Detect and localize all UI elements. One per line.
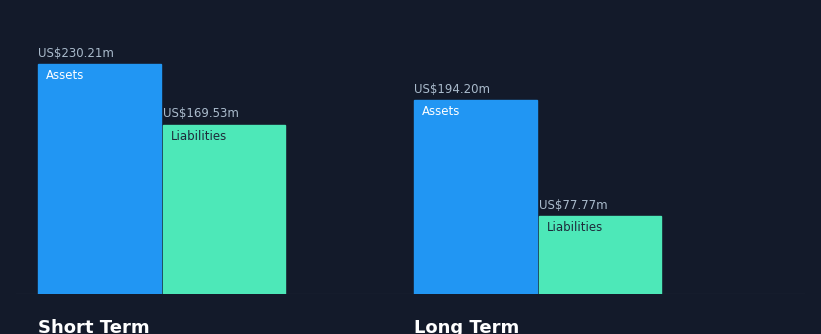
Text: Long Term: Long Term: [415, 319, 520, 334]
Text: Liabilities: Liabilities: [171, 130, 227, 143]
Bar: [39, 64, 161, 294]
Text: US$230.21m: US$230.21m: [39, 47, 114, 60]
Text: US$77.77m: US$77.77m: [539, 199, 608, 212]
Text: Liabilities: Liabilities: [547, 221, 603, 234]
Text: US$169.53m: US$169.53m: [163, 108, 239, 121]
Text: Assets: Assets: [46, 69, 85, 82]
Text: Short Term: Short Term: [39, 319, 150, 334]
Bar: [163, 125, 285, 294]
Bar: [539, 216, 661, 294]
Text: Assets: Assets: [422, 105, 461, 118]
Bar: [415, 100, 537, 294]
Text: US$194.20m: US$194.20m: [415, 83, 490, 96]
